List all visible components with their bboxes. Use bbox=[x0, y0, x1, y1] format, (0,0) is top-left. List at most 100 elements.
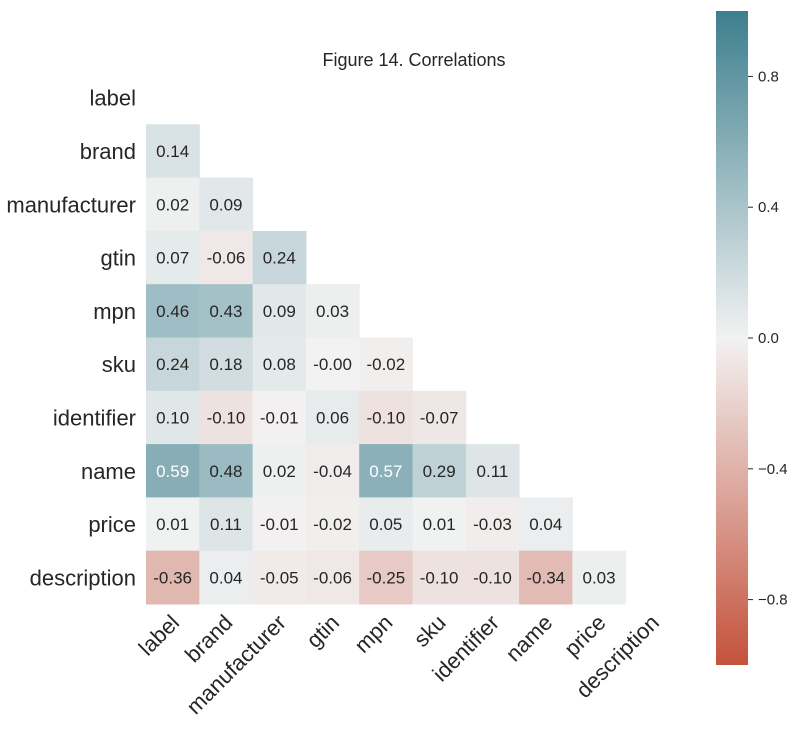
row-label-name: name bbox=[81, 459, 136, 484]
colorbar-tick-label: −0.4 bbox=[758, 461, 788, 478]
row-label-label: label bbox=[90, 86, 136, 111]
cell-value-label: -0.01 bbox=[260, 408, 299, 427]
cell-value-label: -0.10 bbox=[207, 408, 246, 427]
heatmap-cells: 0.14 0.02 0.09 0.07 -0.06 0.24 0.46 0.43 0.09 0.0… bbox=[146, 124, 627, 605]
heatmap-cell-mpn-brand bbox=[199, 284, 254, 338]
cell-value-label: 0.09 bbox=[209, 195, 242, 214]
cell-value-label: -0.01 bbox=[260, 515, 299, 534]
row-label-identifier: identifier bbox=[53, 405, 136, 430]
cell-value-label: -0.03 bbox=[473, 515, 512, 534]
row-label-sku: sku bbox=[102, 352, 136, 377]
heatmap-cell-name-sku bbox=[412, 444, 467, 498]
row-label-mpn: mpn bbox=[93, 299, 136, 324]
cell-value-label: -0.06 bbox=[313, 568, 352, 587]
cell-value-label: 0.01 bbox=[423, 515, 456, 534]
cell-value-label: 0.08 bbox=[263, 355, 296, 374]
column-label-sku: sku bbox=[409, 610, 451, 652]
row-label-manufacturer: manufacturer bbox=[6, 192, 136, 217]
colorbar-tick-label: 0.4 bbox=[758, 199, 779, 216]
heatmap-cell-identifier-mpn bbox=[359, 390, 413, 445]
cell-value-label: 0.11 bbox=[210, 515, 242, 534]
cell-value-label: 0.14 bbox=[156, 142, 189, 161]
heatmap-cell-identifier-label bbox=[146, 390, 200, 445]
cell-value-label: 0.02 bbox=[156, 195, 189, 214]
cell-value-label: -0.02 bbox=[366, 355, 405, 374]
cell-value-label: -0.10 bbox=[420, 568, 459, 587]
heatmap-cell-price-label bbox=[146, 497, 200, 552]
heatmap-cell-name-gtin bbox=[305, 444, 360, 498]
row-label-description: description bbox=[30, 565, 136, 590]
cell-value-label: 0.04 bbox=[529, 515, 562, 534]
heatmap-cell-description-price bbox=[572, 550, 627, 605]
heatmap-cell-sku-label bbox=[146, 337, 200, 392]
heatmap-cell-price-brand bbox=[199, 497, 254, 552]
heatmap-cell-description-label bbox=[146, 550, 200, 605]
heatmap-cell-brand-label bbox=[146, 124, 200, 179]
column-label-label: label bbox=[134, 610, 185, 661]
cell-value-label: 0.07 bbox=[156, 249, 189, 268]
column-label-mpn: mpn bbox=[349, 610, 397, 658]
heatmap-cell-gtin-brand bbox=[199, 230, 254, 285]
row-label-price: price bbox=[88, 512, 136, 537]
heatmap-cell-sku-brand bbox=[199, 337, 254, 392]
row-labels: label brand manufacturer gtin mpn sku identifi… bbox=[6, 86, 136, 591]
cell-value-label: 0.03 bbox=[316, 302, 349, 321]
heatmap-cell-gtin-label bbox=[146, 230, 200, 285]
cell-value-label: 0.11 bbox=[477, 462, 509, 481]
cell-value-label: 0.46 bbox=[156, 302, 189, 321]
cell-value-label: 0.09 bbox=[263, 302, 296, 321]
cell-value-label: 0.02 bbox=[263, 462, 296, 481]
heatmap-cell-name-mpn bbox=[359, 444, 413, 498]
cell-value-label: 0.24 bbox=[156, 355, 189, 374]
cell-value-label: -0.02 bbox=[313, 515, 352, 534]
heatmap-cell-manufacturer-brand bbox=[199, 177, 254, 232]
cell-value-label: -0.34 bbox=[526, 568, 565, 587]
cell-value-label: -0.00 bbox=[313, 355, 352, 374]
cell-value-label: -0.04 bbox=[313, 462, 352, 481]
cell-value-label: -0.05 bbox=[260, 568, 299, 587]
cell-value-label: -0.36 bbox=[153, 568, 192, 587]
heatmap-cell-identifier-sku bbox=[412, 390, 467, 445]
heatmap-cell-price-identifier bbox=[465, 497, 520, 552]
cell-value-label: 0.01 bbox=[156, 515, 189, 534]
cell-value-label: 0.04 bbox=[209, 568, 242, 587]
cell-value-label: 0.43 bbox=[209, 302, 242, 321]
heatmap-cell-gtin-manufacturer bbox=[252, 230, 307, 285]
cell-value-label: 0.24 bbox=[263, 249, 296, 268]
column-label-gtin: gtin bbox=[301, 610, 344, 653]
colorbar-gradient bbox=[716, 11, 748, 665]
heatmap-cell-description-name bbox=[519, 550, 573, 605]
heatmap-cell-identifier-brand bbox=[199, 390, 254, 445]
heatmap-cell-identifier-manufacturer bbox=[252, 390, 307, 445]
heatmap-cell-name-brand bbox=[199, 444, 254, 498]
heatmap-cell-description-manufacturer bbox=[252, 550, 307, 605]
heatmap-cell-mpn-gtin bbox=[305, 284, 360, 338]
cell-value-label: -0.10 bbox=[366, 408, 405, 427]
colorbar-tick-label: 0.0 bbox=[758, 330, 779, 347]
colorbar: 0.8 0.4 0.0 −0.4 −0.8 bbox=[716, 11, 788, 665]
cell-value-label: -0.06 bbox=[207, 249, 246, 268]
heatmap-cell-mpn-label bbox=[146, 284, 200, 338]
heatmap-cell-description-brand bbox=[199, 550, 254, 605]
heatmap-cell-price-sku bbox=[412, 497, 467, 552]
cell-value-label: 0.59 bbox=[156, 462, 189, 481]
heatmap-cell-description-gtin bbox=[305, 550, 360, 605]
heatmap-cell-description-sku bbox=[412, 550, 467, 605]
heatmap-cell-price-gtin bbox=[305, 497, 360, 552]
cell-value-label: 0.57 bbox=[369, 462, 402, 481]
heatmap-cell-sku-mpn bbox=[359, 337, 413, 392]
colorbar-tick-label: −0.8 bbox=[758, 592, 788, 609]
column-label-name: name bbox=[501, 610, 558, 667]
heatmap-cell-name-label bbox=[146, 444, 200, 498]
cell-value-label: 0.10 bbox=[156, 408, 189, 427]
heatmap-cell-sku-manufacturer bbox=[252, 337, 307, 392]
heatmap-cell-description-identifier bbox=[465, 550, 520, 605]
cell-value-label: 0.05 bbox=[369, 515, 402, 534]
cell-value-label: -0.10 bbox=[473, 568, 512, 587]
row-label-brand: brand bbox=[80, 139, 136, 164]
cell-value-label: -0.25 bbox=[366, 568, 405, 587]
cell-value-label: 0.06 bbox=[316, 408, 349, 427]
heatmap-cell-name-manufacturer bbox=[252, 444, 307, 498]
